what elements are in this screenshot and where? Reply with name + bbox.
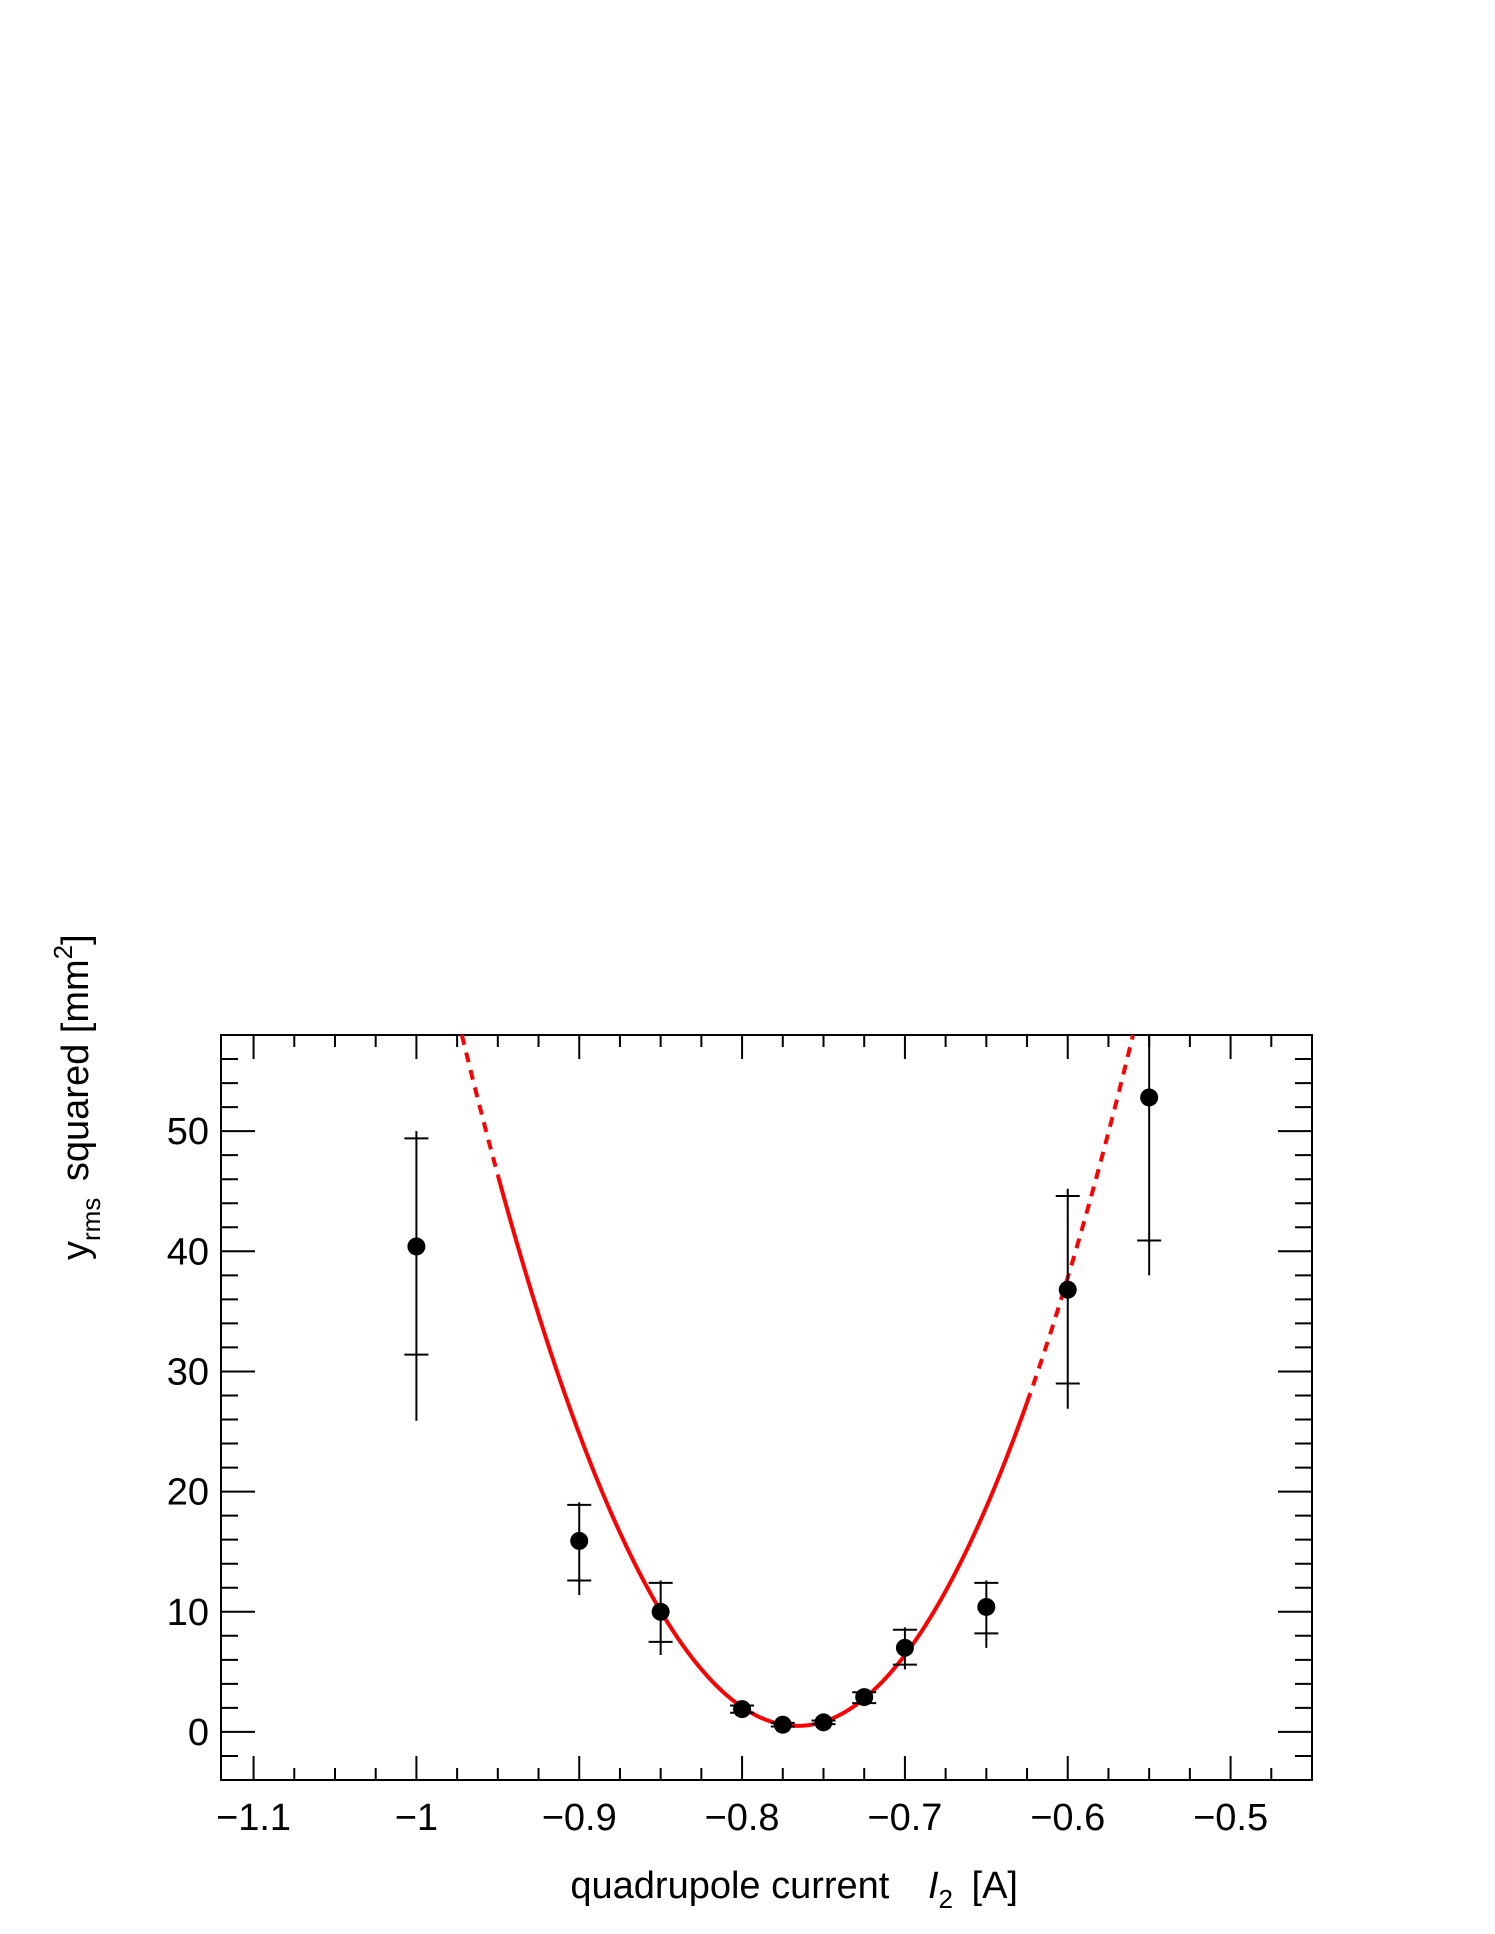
data-point bbox=[974, 1580, 999, 1648]
x-tick-label: −0.7 bbox=[867, 1797, 942, 1839]
plot-border bbox=[220, 1034, 1313, 1781]
y-axis-title: yrms squared [mm2] bbox=[48, 934, 109, 1260]
x-tick-label: −1.1 bbox=[216, 1797, 291, 1839]
axis-ticks bbox=[221, 1034, 1313, 1781]
data-point bbox=[852, 1688, 877, 1707]
data-marker bbox=[1058, 1280, 1077, 1299]
y-tick-label: 20 bbox=[167, 1472, 209, 1514]
tick-labels: −1.1 −1 −0.9 −0.8 −0.7 −0.6 −0.5 0 10 20 30 40 50 bbox=[167, 1111, 1268, 1839]
data-marker bbox=[773, 1715, 792, 1734]
data-point bbox=[1055, 1188, 1080, 1409]
data-marker bbox=[1140, 1088, 1159, 1107]
data-point bbox=[1137, 1035, 1162, 1276]
data-point bbox=[892, 1627, 917, 1670]
x-tick-label: −1 bbox=[395, 1797, 438, 1839]
x-tick-label: −0.9 bbox=[542, 1797, 617, 1839]
data-marker bbox=[895, 1638, 914, 1657]
data-marker bbox=[977, 1597, 996, 1616]
data-marker bbox=[651, 1602, 670, 1621]
y-tick-label: 30 bbox=[167, 1351, 209, 1393]
fit-curve-solid bbox=[495, 1174, 1029, 1728]
data-point bbox=[567, 1502, 592, 1595]
y-tick-label: 0 bbox=[188, 1712, 209, 1754]
x-tick-label: −0.6 bbox=[1030, 1797, 1105, 1839]
fit-curve-dashed-left bbox=[459, 1034, 500, 1176]
data-marker bbox=[814, 1713, 833, 1732]
fit-curve bbox=[459, 1034, 1135, 1728]
data-marker bbox=[733, 1700, 752, 1719]
data-point bbox=[648, 1580, 673, 1656]
data-marker bbox=[407, 1237, 426, 1256]
data-point bbox=[404, 1131, 429, 1421]
data-points bbox=[404, 1035, 1162, 1734]
plot-frame bbox=[220, 1034, 1313, 1781]
y-tick-label: 50 bbox=[167, 1111, 209, 1153]
fit-curve-dashed-right bbox=[1025, 1034, 1135, 1404]
y-tick-label: 40 bbox=[167, 1231, 209, 1273]
data-marker bbox=[855, 1688, 874, 1707]
data-point bbox=[730, 1700, 755, 1719]
x-tick-label: −0.5 bbox=[1193, 1797, 1268, 1839]
y-tick-label: 10 bbox=[167, 1592, 209, 1634]
x-axis-title: quadrupole current I2 [A] bbox=[570, 1865, 1018, 1917]
data-marker bbox=[570, 1531, 589, 1550]
data-point bbox=[770, 1715, 795, 1734]
data-point bbox=[811, 1713, 836, 1732]
x-tick-label: −0.8 bbox=[705, 1797, 780, 1839]
